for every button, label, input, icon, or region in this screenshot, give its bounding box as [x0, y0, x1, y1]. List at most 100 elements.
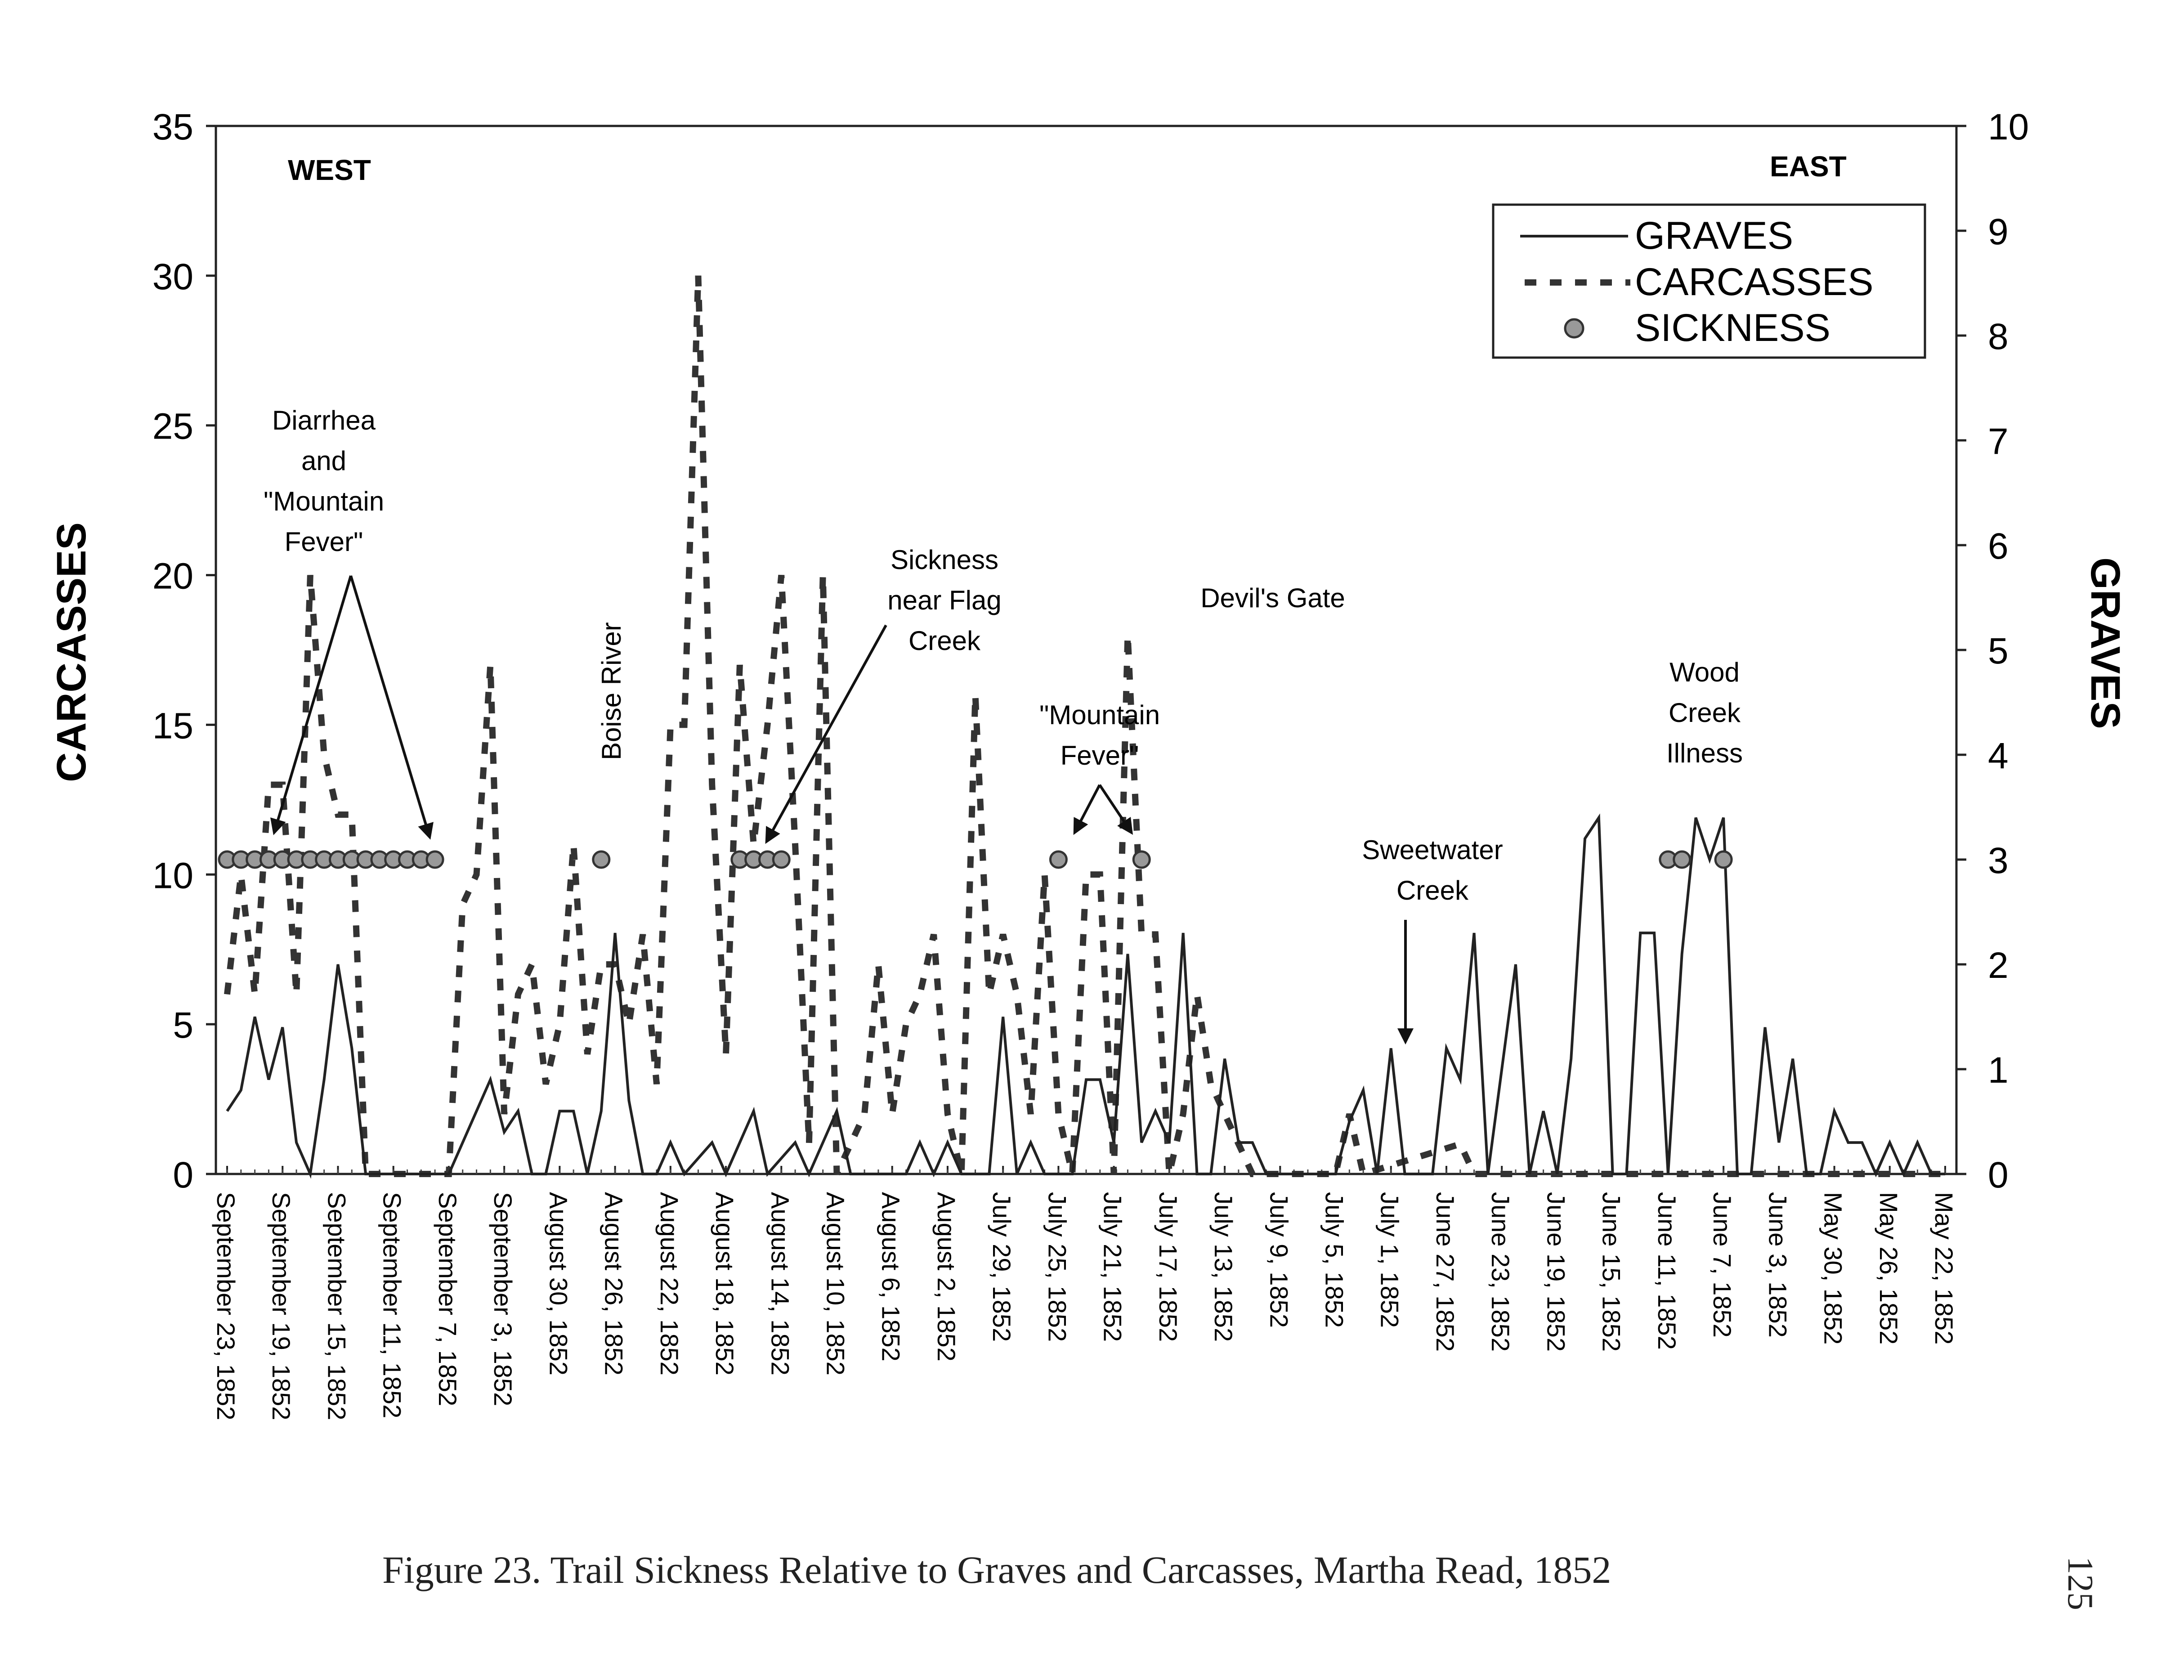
x-tick-label: September 23, 1852 — [212, 1192, 240, 1420]
annotation-line: Sweetwater — [1362, 835, 1503, 865]
x-tick-label: September 7, 1852 — [434, 1192, 462, 1406]
page-number: 125 — [2060, 1556, 2100, 1610]
x-tick-label: May 26, 1852 — [1875, 1192, 1903, 1344]
sickness-point — [592, 850, 611, 869]
right-tick-label: 2 — [1988, 945, 2009, 986]
annotation-line: Creek — [909, 626, 981, 656]
arrow — [765, 624, 887, 844]
legend-carcasses-label: CARCASSES — [1635, 260, 1874, 304]
x-tick-label: July 29, 1852 — [988, 1192, 1016, 1342]
right-tick-label: 0 — [1988, 1155, 2009, 1196]
annotation-sweetwater-creek: Sweetwater Creek — [1362, 835, 1503, 905]
x-tick-label: August 18, 1852 — [711, 1192, 739, 1375]
x-tick-label: July 17, 1852 — [1154, 1192, 1182, 1342]
figure-caption: Figure 23. Trail Sickness Relative to Gr… — [382, 1548, 1611, 1591]
left-tick-label: 35 — [152, 107, 193, 148]
legend-sickness-swatch — [1564, 318, 1584, 339]
left-tick-label: 0 — [173, 1155, 193, 1196]
x-tick-label: August 2, 1852 — [932, 1192, 961, 1362]
legend-sickness-label: SICKNESS — [1635, 306, 1830, 349]
annotation-boise-river: Boise River — [596, 622, 627, 760]
x-tick-label: August 30, 1852 — [544, 1192, 573, 1375]
right-tick-label: 9 — [1988, 211, 2009, 252]
annotation-line: Fever" — [1061, 740, 1139, 771]
left-tick-label: 20 — [152, 556, 193, 597]
x-tick-label: September 15, 1852 — [322, 1192, 351, 1420]
annotation-line: and — [301, 446, 346, 476]
right-tick-label: 1 — [1988, 1050, 2009, 1091]
x-tick-label: September 19, 1852 — [267, 1192, 295, 1420]
x-tick-label: July 1, 1852 — [1376, 1192, 1404, 1328]
carcasses-series — [224, 275, 1945, 1178]
x-tick-label: May 22, 1852 — [1930, 1192, 1958, 1344]
left-axis: 0 5 10 15 20 25 30 35 — [152, 107, 216, 1196]
x-tick-label: June 27, 1852 — [1431, 1192, 1459, 1352]
arrow — [270, 575, 352, 835]
sickness-series — [218, 850, 1733, 869]
x-axis: September 23, 1852 September 19, 1852 Sept… — [212, 1166, 1958, 1420]
sickness-point — [1714, 850, 1733, 869]
annotation-flag-creek: Sickness near Flag Creek — [887, 545, 1001, 656]
west-label: WEST — [288, 154, 371, 186]
right-axis: 0 1 2 3 4 5 6 7 8 9 10 — [1956, 107, 2029, 1196]
annotation-line: Wood — [1669, 657, 1740, 687]
sickness-point — [1673, 850, 1692, 869]
right-axis-title: GRAVES — [2082, 557, 2128, 729]
x-tick-label: June 3, 1852 — [1763, 1192, 1792, 1338]
x-tick-label: July 9, 1852 — [1265, 1192, 1293, 1328]
x-tick-label: September 3, 1852 — [489, 1192, 517, 1406]
annotation-line: Illness — [1666, 738, 1743, 768]
graves-series — [226, 813, 1945, 1179]
x-tick-label: June 11, 1852 — [1653, 1192, 1681, 1350]
annotation-line: Diarrhea — [272, 405, 376, 435]
x-tick-label: August 26, 1852 — [600, 1192, 628, 1375]
annotation-line: Devil's Gate — [1200, 583, 1345, 613]
sickness-point — [425, 850, 444, 869]
annotation-line: "Mountain — [1039, 700, 1160, 730]
left-tick-label: 25 — [152, 406, 193, 447]
x-tick-label: August 14, 1852 — [766, 1192, 794, 1375]
annotation-line: Sickness — [891, 545, 998, 575]
x-tick-label: June 15, 1852 — [1598, 1192, 1626, 1352]
right-tick-label: 5 — [1988, 631, 2009, 672]
right-tick-label: 3 — [1988, 840, 2009, 881]
x-tick-label: August 10, 1852 — [821, 1192, 850, 1375]
left-tick-label: 10 — [152, 855, 193, 896]
annotation-wood-creek: Wood Creek Illness — [1666, 657, 1743, 768]
annotation-line: Boise River — [596, 622, 627, 760]
annotation-line: Creek — [1396, 875, 1469, 905]
annotation-line: near Flag — [887, 585, 1001, 615]
arrow — [1073, 784, 1101, 835]
sickness-point — [1049, 850, 1068, 869]
x-tick-label: June 7, 1852 — [1708, 1192, 1736, 1338]
right-tick-label: 8 — [1988, 316, 2009, 357]
x-tick-label: July 13, 1852 — [1209, 1192, 1238, 1342]
x-tick-label: September 11, 1852 — [378, 1192, 407, 1418]
left-tick-label: 15 — [152, 705, 193, 746]
left-tick-label: 5 — [173, 1005, 193, 1046]
x-tick-label: August 6, 1852 — [877, 1192, 905, 1362]
x-tick-label: July 25, 1852 — [1043, 1192, 1071, 1342]
x-tick-label: July 21, 1852 — [1099, 1192, 1127, 1342]
east-label: EAST — [1770, 150, 1847, 183]
right-tick-label: 6 — [1988, 526, 2009, 567]
x-tick-label: June 23, 1852 — [1486, 1192, 1515, 1352]
x-tick-label: July 5, 1852 — [1320, 1192, 1349, 1328]
x-tick-label: June 19, 1852 — [1542, 1192, 1570, 1352]
right-tick-label: 10 — [1988, 107, 2029, 148]
right-tick-label: 7 — [1988, 421, 2009, 462]
left-tick-label: 30 — [152, 256, 193, 297]
right-tick-label: 4 — [1988, 735, 2009, 776]
sickness-point — [1132, 850, 1151, 869]
annotation-diarrhea: Diarrhea and "Mountain Fever" — [264, 405, 384, 557]
annotation-devils-gate: Devil's Gate — [1200, 583, 1345, 613]
annotation-line: Fever" — [285, 527, 363, 557]
arrow — [1098, 784, 1133, 835]
left-axis-title: CARCASSES — [49, 522, 94, 782]
arrow — [349, 575, 434, 840]
sickness-point — [772, 850, 791, 869]
x-tick-label: August 22, 1852 — [655, 1192, 684, 1375]
annotation-arrows — [270, 575, 1414, 1045]
annotation-line: Creek — [1669, 698, 1741, 728]
